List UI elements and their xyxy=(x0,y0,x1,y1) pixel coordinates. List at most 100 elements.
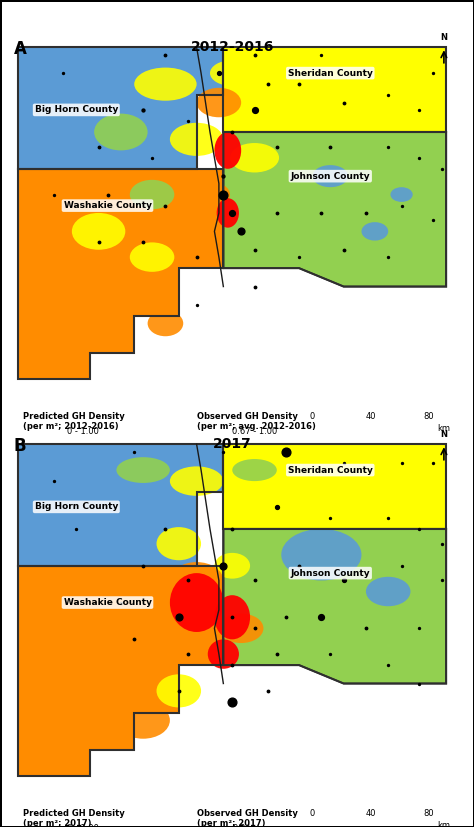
Text: Johnson County: Johnson County xyxy=(291,569,370,577)
Polygon shape xyxy=(223,529,446,683)
Polygon shape xyxy=(18,47,223,169)
Ellipse shape xyxy=(312,165,348,187)
Circle shape xyxy=(202,478,222,495)
Ellipse shape xyxy=(210,60,255,86)
Ellipse shape xyxy=(134,68,197,101)
Bar xyxy=(312,820,370,827)
Text: 0.67 - 1.00: 0.67 - 1.00 xyxy=(232,427,277,436)
Ellipse shape xyxy=(147,310,183,337)
Ellipse shape xyxy=(117,702,170,739)
Ellipse shape xyxy=(197,88,241,117)
Ellipse shape xyxy=(230,143,279,173)
FancyBboxPatch shape xyxy=(23,421,58,441)
Polygon shape xyxy=(223,47,446,132)
Text: N: N xyxy=(440,430,447,439)
Circle shape xyxy=(209,825,216,827)
Ellipse shape xyxy=(36,474,117,525)
Ellipse shape xyxy=(134,595,197,639)
Circle shape xyxy=(192,525,232,557)
Bar xyxy=(312,423,370,433)
Ellipse shape xyxy=(214,553,250,579)
FancyBboxPatch shape xyxy=(23,476,58,496)
Ellipse shape xyxy=(156,527,201,560)
Text: 40: 40 xyxy=(365,809,375,818)
Text: km: km xyxy=(437,423,450,433)
Ellipse shape xyxy=(130,179,174,209)
Ellipse shape xyxy=(156,674,201,707)
Ellipse shape xyxy=(208,639,239,669)
Ellipse shape xyxy=(41,88,85,117)
Ellipse shape xyxy=(72,213,125,250)
Text: Observed GH Density
(per m²; avg. 2012-2016): Observed GH Density (per m²; avg. 2012-2… xyxy=(197,412,316,431)
Text: Predicted GH Density
(per m²; 2012-2016): Predicted GH Density (per m²; 2012-2016) xyxy=(23,412,125,431)
Text: 2012-2016: 2012-2016 xyxy=(191,40,274,54)
Text: 4.02 - 7.69: 4.02 - 7.69 xyxy=(232,537,277,546)
Ellipse shape xyxy=(391,187,413,202)
Bar xyxy=(370,423,428,433)
Circle shape xyxy=(206,454,219,464)
Text: 80: 80 xyxy=(423,412,434,421)
Ellipse shape xyxy=(366,576,410,606)
Text: Sheridan County: Sheridan County xyxy=(288,69,373,78)
Text: Johnson County: Johnson County xyxy=(291,172,370,180)
Text: Washakie County: Washakie County xyxy=(64,201,152,210)
Polygon shape xyxy=(18,444,223,566)
Ellipse shape xyxy=(326,629,362,650)
FancyBboxPatch shape xyxy=(23,448,58,469)
Text: Washakie County: Washakie County xyxy=(64,598,152,607)
FancyBboxPatch shape xyxy=(23,818,58,827)
Text: 0 - 1.00: 0 - 1.00 xyxy=(67,824,99,827)
Ellipse shape xyxy=(214,132,241,169)
Ellipse shape xyxy=(170,122,223,156)
Text: 1.69 - 2.36: 1.69 - 2.36 xyxy=(67,482,113,491)
Text: 2.35 - 4.01: 2.35 - 4.01 xyxy=(232,509,277,519)
Text: 0.84: 0.84 xyxy=(232,824,251,827)
Text: 1.01 - 1.51: 1.01 - 1.51 xyxy=(232,454,277,463)
Polygon shape xyxy=(18,169,223,379)
Text: 1.01 - 1.68: 1.01 - 1.68 xyxy=(67,454,113,463)
Text: 3.41 - 5.64: 3.41 - 5.64 xyxy=(67,537,113,546)
Ellipse shape xyxy=(190,182,230,208)
Ellipse shape xyxy=(217,198,239,227)
Text: Predicted GH Density
(per m²; 2017): Predicted GH Density (per m²; 2017) xyxy=(23,809,125,827)
Polygon shape xyxy=(18,566,223,776)
Text: 80: 80 xyxy=(423,809,434,818)
Ellipse shape xyxy=(170,573,223,632)
Ellipse shape xyxy=(339,244,375,270)
Ellipse shape xyxy=(130,242,174,272)
Ellipse shape xyxy=(94,113,147,151)
Ellipse shape xyxy=(257,597,297,623)
Text: 40: 40 xyxy=(365,412,375,421)
Text: Big Horn County: Big Horn County xyxy=(35,502,118,511)
Polygon shape xyxy=(223,132,446,286)
Text: km: km xyxy=(437,820,450,827)
Ellipse shape xyxy=(264,179,308,209)
Text: 2.37 - 3.40: 2.37 - 3.40 xyxy=(67,509,113,519)
FancyBboxPatch shape xyxy=(23,504,58,524)
Ellipse shape xyxy=(214,595,250,639)
Text: 0 - 1.00: 0 - 1.00 xyxy=(67,427,99,436)
Ellipse shape xyxy=(232,459,277,481)
Text: Observed GH Density
(per m²; 2017): Observed GH Density (per m²; 2017) xyxy=(197,809,298,827)
Text: N: N xyxy=(440,33,447,42)
Ellipse shape xyxy=(219,614,264,643)
Polygon shape xyxy=(223,444,446,529)
Text: 0: 0 xyxy=(310,809,315,818)
Ellipse shape xyxy=(362,222,388,241)
Text: 1.52 - 2.34: 1.52 - 2.34 xyxy=(232,482,277,491)
Text: A: A xyxy=(14,40,27,58)
Ellipse shape xyxy=(117,457,170,483)
Text: B: B xyxy=(14,437,27,455)
Ellipse shape xyxy=(170,466,223,496)
Text: Big Horn County: Big Horn County xyxy=(35,105,118,114)
Text: 0: 0 xyxy=(310,412,315,421)
Ellipse shape xyxy=(248,237,288,263)
Circle shape xyxy=(198,502,227,526)
Bar xyxy=(370,820,428,827)
FancyBboxPatch shape xyxy=(23,531,58,552)
Text: Sheridan County: Sheridan County xyxy=(288,466,373,475)
Ellipse shape xyxy=(281,529,362,581)
Circle shape xyxy=(209,428,216,434)
Text: 2017: 2017 xyxy=(213,437,252,451)
Ellipse shape xyxy=(85,277,130,310)
